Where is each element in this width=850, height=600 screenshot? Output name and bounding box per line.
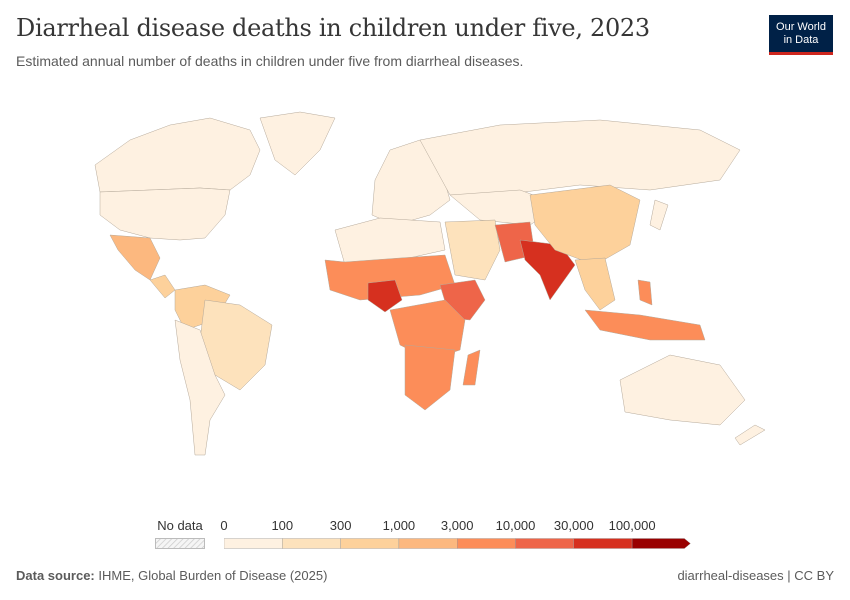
- legend-tick-label: 10,000: [495, 518, 536, 533]
- region-philippines[interactable]: [637, 279, 653, 306]
- region-nigeria[interactable]: [367, 279, 403, 313]
- legend-bin-3[interactable]: [398, 538, 458, 549]
- legend-bin-6[interactable]: [573, 538, 633, 549]
- region-usa[interactable]: [99, 187, 231, 241]
- page-title: Diarrheal disease deaths in children und…: [16, 14, 650, 42]
- legend-bin-4[interactable]: [456, 538, 516, 549]
- legend-color-scale: [224, 538, 691, 549]
- region-russia-asia[interactable]: [419, 119, 741, 196]
- region-southern-africa[interactable]: [404, 344, 456, 411]
- legend-no-data-label: No data: [157, 518, 203, 533]
- legend-bin-5[interactable]: [515, 538, 574, 549]
- region-central-america[interactable]: [149, 274, 176, 299]
- region-southeast-asia[interactable]: [574, 257, 616, 311]
- region-canada[interactable]: [94, 117, 261, 193]
- region-new-zealand[interactable]: [734, 424, 766, 446]
- region-australia[interactable]: [619, 354, 746, 426]
- region-japan[interactable]: [649, 199, 669, 231]
- data-source: Data source: IHME, Global Burden of Dise…: [16, 568, 327, 583]
- page-subtitle: Estimated annual number of deaths in chi…: [16, 53, 524, 69]
- legend-bin-7[interactable]: [631, 538, 691, 549]
- region-indonesia[interactable]: [584, 309, 706, 341]
- legend-tick-label: 1,000: [382, 518, 416, 533]
- data-source-text: IHME, Global Burden of Disease (2025): [98, 568, 328, 583]
- owid-logo[interactable]: Our World in Data: [769, 15, 833, 55]
- legend-tick-label: 100,000: [608, 518, 656, 533]
- region-middle-east[interactable]: [444, 219, 501, 281]
- legend-tick-label: 100: [271, 518, 294, 533]
- data-source-label: Data source:: [16, 568, 95, 583]
- legend-tick-label: 3,000: [440, 518, 474, 533]
- legend-bin-0[interactable]: [224, 538, 283, 549]
- region-mexico[interactable]: [109, 234, 161, 281]
- region-china[interactable]: [529, 184, 641, 266]
- region-central-africa[interactable]: [389, 299, 466, 361]
- region-south-america-south[interactable]: [174, 319, 226, 456]
- legend-no-data-swatch: [155, 538, 205, 549]
- legend-bin-2[interactable]: [340, 538, 400, 549]
- chart-slug-license[interactable]: diarrheal-diseases | CC BY: [677, 568, 834, 583]
- legend-tick-label: 30,000: [553, 518, 594, 533]
- legend-tick-label: 0: [220, 518, 228, 533]
- region-madagascar[interactable]: [462, 349, 481, 386]
- legend-tick-label: 300: [329, 518, 352, 533]
- world-map: [94, 111, 766, 456]
- legend-bin-1[interactable]: [282, 538, 341, 549]
- region-greenland[interactable]: [259, 111, 336, 176]
